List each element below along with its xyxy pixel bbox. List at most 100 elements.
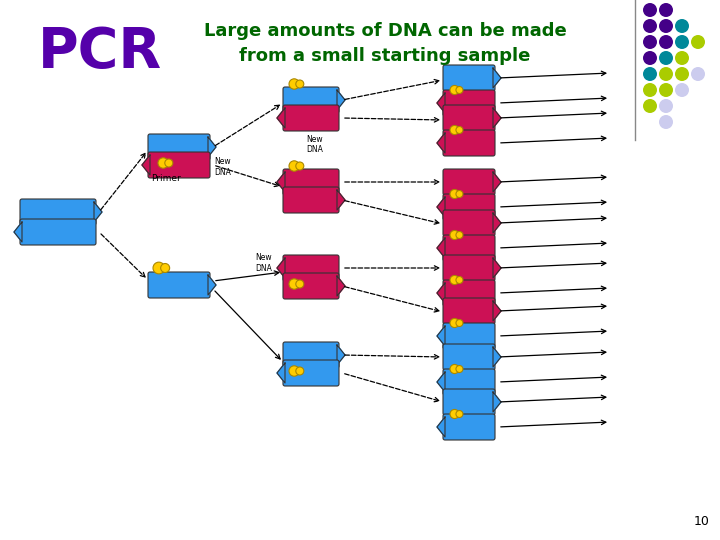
Circle shape xyxy=(659,67,673,81)
FancyBboxPatch shape xyxy=(443,194,495,220)
Circle shape xyxy=(450,190,459,199)
Circle shape xyxy=(659,99,673,113)
Circle shape xyxy=(675,35,689,49)
Circle shape xyxy=(643,35,657,49)
FancyBboxPatch shape xyxy=(283,342,339,368)
Text: 10: 10 xyxy=(694,515,710,528)
Text: New
DNA: New DNA xyxy=(306,134,323,154)
FancyBboxPatch shape xyxy=(148,272,210,298)
Polygon shape xyxy=(493,172,501,192)
Circle shape xyxy=(165,159,173,167)
FancyBboxPatch shape xyxy=(443,90,495,116)
Circle shape xyxy=(450,231,459,240)
Circle shape xyxy=(296,162,304,170)
Circle shape xyxy=(289,161,300,171)
Circle shape xyxy=(289,279,300,289)
Circle shape xyxy=(675,51,689,65)
Circle shape xyxy=(456,320,463,327)
FancyBboxPatch shape xyxy=(443,130,495,156)
Circle shape xyxy=(675,83,689,97)
Circle shape xyxy=(691,67,705,81)
Circle shape xyxy=(456,410,463,417)
FancyBboxPatch shape xyxy=(283,87,339,113)
FancyBboxPatch shape xyxy=(283,360,339,386)
Circle shape xyxy=(659,83,673,97)
Polygon shape xyxy=(14,222,22,242)
Circle shape xyxy=(456,232,463,239)
Circle shape xyxy=(675,67,689,81)
Circle shape xyxy=(691,35,705,49)
Circle shape xyxy=(643,67,657,81)
Text: PCR: PCR xyxy=(38,25,162,79)
Circle shape xyxy=(450,275,459,285)
Circle shape xyxy=(450,319,459,328)
Circle shape xyxy=(296,367,304,375)
Circle shape xyxy=(153,262,165,274)
Polygon shape xyxy=(493,108,501,128)
Circle shape xyxy=(289,79,300,89)
Circle shape xyxy=(659,3,673,17)
Polygon shape xyxy=(493,301,501,321)
FancyBboxPatch shape xyxy=(283,169,339,195)
Polygon shape xyxy=(437,197,445,217)
Circle shape xyxy=(450,85,459,94)
FancyBboxPatch shape xyxy=(443,65,495,91)
Circle shape xyxy=(456,191,463,198)
Circle shape xyxy=(659,35,673,49)
Circle shape xyxy=(643,99,657,113)
Polygon shape xyxy=(337,90,345,110)
FancyBboxPatch shape xyxy=(443,169,495,195)
FancyBboxPatch shape xyxy=(443,280,495,306)
FancyBboxPatch shape xyxy=(443,235,495,261)
Polygon shape xyxy=(437,133,445,153)
Text: Large amounts of DNA can be made
from a small starting sample: Large amounts of DNA can be made from a … xyxy=(204,22,567,65)
Circle shape xyxy=(450,125,459,134)
Polygon shape xyxy=(437,93,445,113)
FancyBboxPatch shape xyxy=(443,210,495,236)
FancyBboxPatch shape xyxy=(283,105,339,131)
Circle shape xyxy=(289,366,300,376)
Circle shape xyxy=(296,280,304,288)
FancyBboxPatch shape xyxy=(148,152,210,178)
Circle shape xyxy=(450,409,459,418)
Circle shape xyxy=(450,364,459,374)
Polygon shape xyxy=(277,258,285,278)
FancyBboxPatch shape xyxy=(443,369,495,395)
Polygon shape xyxy=(437,283,445,303)
FancyBboxPatch shape xyxy=(443,414,495,440)
FancyBboxPatch shape xyxy=(443,105,495,131)
Circle shape xyxy=(456,126,463,133)
FancyBboxPatch shape xyxy=(20,219,96,245)
Circle shape xyxy=(456,366,463,373)
FancyBboxPatch shape xyxy=(20,199,96,225)
Polygon shape xyxy=(208,275,216,295)
Circle shape xyxy=(659,19,673,33)
Text: New
DNA: New DNA xyxy=(214,157,231,177)
Polygon shape xyxy=(437,372,445,392)
FancyBboxPatch shape xyxy=(283,187,339,213)
FancyBboxPatch shape xyxy=(443,344,495,370)
Text: Primer: Primer xyxy=(151,174,181,183)
Circle shape xyxy=(456,86,463,93)
Circle shape xyxy=(643,83,657,97)
Polygon shape xyxy=(493,68,501,88)
Polygon shape xyxy=(493,258,501,278)
Circle shape xyxy=(659,115,673,129)
Polygon shape xyxy=(437,238,445,258)
Polygon shape xyxy=(437,326,445,346)
Circle shape xyxy=(296,80,304,88)
Polygon shape xyxy=(277,363,285,383)
Polygon shape xyxy=(437,417,445,437)
Polygon shape xyxy=(493,392,501,412)
Circle shape xyxy=(643,19,657,33)
FancyBboxPatch shape xyxy=(148,134,210,160)
Polygon shape xyxy=(277,108,285,128)
Circle shape xyxy=(675,19,689,33)
FancyBboxPatch shape xyxy=(283,255,339,281)
FancyBboxPatch shape xyxy=(443,255,495,281)
Polygon shape xyxy=(493,213,501,233)
Circle shape xyxy=(456,276,463,284)
Circle shape xyxy=(161,264,170,273)
Circle shape xyxy=(659,51,673,65)
Polygon shape xyxy=(493,347,501,367)
